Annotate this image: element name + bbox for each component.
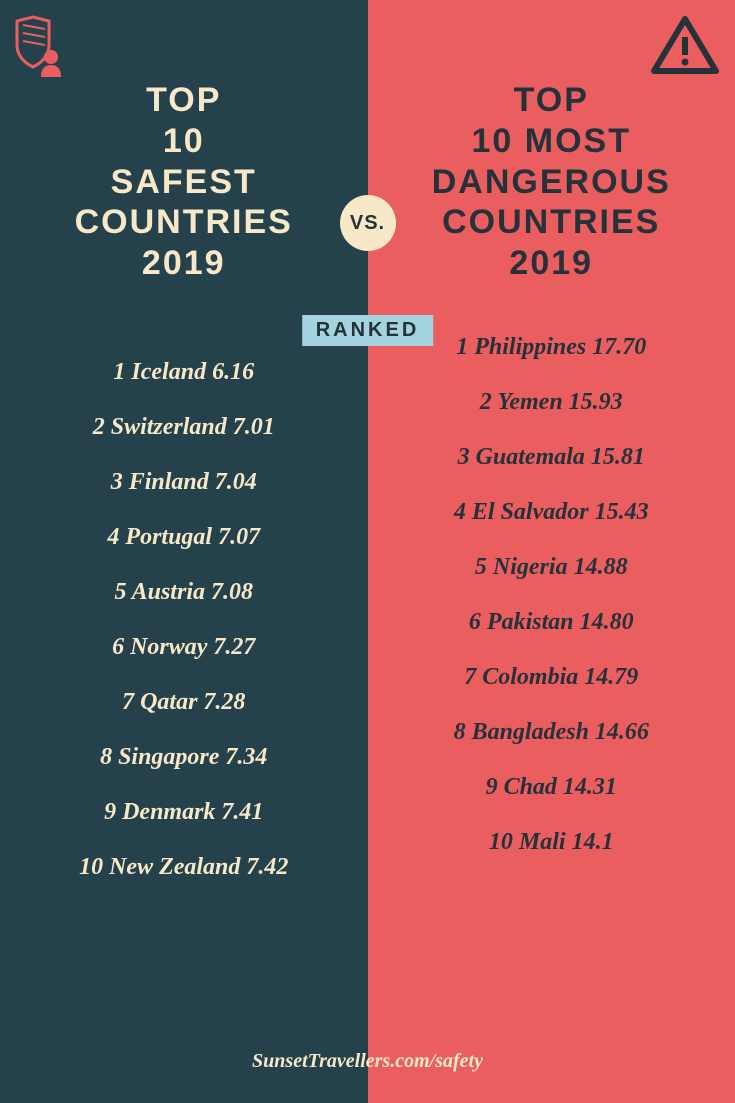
title-line: TOP bbox=[146, 81, 221, 119]
dangerous-title: TOP 10 MOST DANGEROUS COUNTRIES 2019 bbox=[432, 80, 671, 284]
footer-credit: SunsetTravellers.com/safety bbox=[252, 1050, 483, 1073]
dangerous-list: 1 Philippines 17.70 2 Yemen 15.93 3 Guatem… bbox=[388, 334, 716, 856]
list-item: 9 Denmark 7.41 bbox=[20, 799, 348, 826]
list-item: 10 Mali 14.1 bbox=[388, 829, 716, 856]
vs-badge: VS. bbox=[340, 195, 396, 251]
safest-list: 1 Iceland 6.16 2 Switzerland 7.01 3 Finlan… bbox=[20, 359, 348, 881]
title-line: COUNTRIES bbox=[442, 203, 660, 241]
list-item: 9 Chad 14.31 bbox=[388, 774, 716, 801]
title-line: 10 bbox=[163, 122, 205, 160]
list-item: 6 Pakistan 14.80 bbox=[388, 609, 716, 636]
title-line: 2019 bbox=[142, 244, 226, 282]
list-item: 5 Austria 7.08 bbox=[20, 579, 348, 606]
list-item: 1 Philippines 17.70 bbox=[388, 334, 716, 361]
list-item: 3 Guatemala 15.81 bbox=[388, 444, 716, 471]
title-line: DANGEROUS bbox=[432, 163, 671, 201]
shield-icon bbox=[15, 15, 77, 90]
list-item: 2 Switzerland 7.01 bbox=[20, 414, 348, 441]
dangerous-panel: TOP 10 MOST DANGEROUS COUNTRIES 2019 1 P… bbox=[368, 0, 735, 1103]
list-item: 10 New Zealand 7.42 bbox=[20, 854, 348, 881]
list-item: 7 Colombia 14.79 bbox=[388, 664, 716, 691]
list-item: 4 Portugal 7.07 bbox=[20, 524, 348, 551]
list-item: 5 Nigeria 14.88 bbox=[388, 554, 716, 581]
list-item: 2 Yemen 15.93 bbox=[388, 389, 716, 416]
safest-panel: TOP 10 SAFEST COUNTRIES 2019 1 Iceland 6… bbox=[0, 0, 368, 1103]
title-line: 10 MOST bbox=[472, 122, 631, 160]
list-item: 6 Norway 7.27 bbox=[20, 634, 348, 661]
list-item: 1 Iceland 6.16 bbox=[20, 359, 348, 386]
title-line: SAFEST bbox=[111, 163, 257, 201]
list-item: 8 Singapore 7.34 bbox=[20, 744, 348, 771]
ranked-badge: RANKED bbox=[302, 315, 434, 346]
title-line: 2019 bbox=[509, 244, 593, 282]
list-item: 4 El Salvador 15.43 bbox=[388, 499, 716, 526]
warning-icon bbox=[650, 15, 720, 82]
list-item: 8 Bangladesh 14.66 bbox=[388, 719, 716, 746]
title-line: COUNTRIES bbox=[75, 203, 293, 241]
title-line: TOP bbox=[514, 81, 589, 119]
list-item: 3 Finland 7.04 bbox=[20, 469, 348, 496]
list-item: 7 Qatar 7.28 bbox=[20, 689, 348, 716]
safest-title: TOP 10 SAFEST COUNTRIES 2019 bbox=[75, 80, 293, 284]
